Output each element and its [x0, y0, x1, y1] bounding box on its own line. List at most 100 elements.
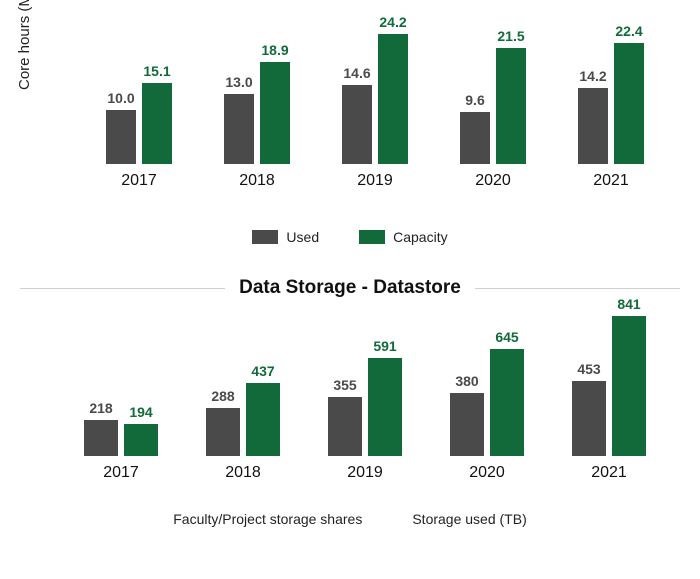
bar-pair: 9.6 21.5 [460, 24, 526, 164]
x-category-label: 2020 [469, 464, 505, 482]
legend-label: Storage used (TB) [412, 511, 526, 527]
bar-wrap: 21.5 [496, 28, 526, 164]
bar-pair: 355 591 [328, 306, 402, 456]
swatch-icon [252, 230, 278, 244]
bar-wrap: 9.6 [460, 92, 490, 164]
bar-value-label: 18.9 [261, 42, 288, 58]
bar-wrap: 18.9 [260, 42, 290, 164]
legend-item-capacity: Capacity [359, 229, 447, 245]
x-category-label: 2017 [121, 172, 157, 190]
bar-group: 218 194 2017 [60, 306, 182, 482]
bar-value-label: 380 [455, 373, 478, 389]
bar-value-label: 841 [617, 296, 640, 312]
bar [614, 43, 644, 164]
bar [578, 88, 608, 164]
bar-wrap: 194 [124, 404, 158, 456]
bar [124, 424, 158, 456]
bar-value-label: 24.2 [379, 14, 406, 30]
x-category-label: 2018 [225, 464, 261, 482]
bar [246, 383, 280, 456]
bar [84, 420, 118, 456]
bar-pair: 453841 [572, 306, 646, 456]
bar-value-label: 21.5 [497, 28, 524, 44]
core-hours-chart: Core hours (M) 10.015.1201713.018.920181… [20, 10, 680, 245]
bar-wrap: 841 [612, 296, 646, 456]
page: Core hours (M) 10.015.1201713.018.920181… [0, 0, 700, 579]
bar-value-label: 14.2 [579, 68, 606, 84]
x-category-label: 2019 [357, 172, 393, 190]
swatch-icon [359, 230, 385, 244]
x-category-label: 2019 [347, 464, 383, 482]
bar [328, 397, 362, 456]
bar-value-label: 15.1 [143, 63, 170, 79]
bar-pair: 14.222.4 [578, 24, 644, 164]
bar-pair: 10.0 15.1 [106, 24, 172, 164]
top-plot-area: 10.015.1201713.018.9201814.624.220199.62… [80, 30, 670, 190]
bar-wrap: 15.1 [142, 63, 172, 164]
bar [260, 62, 290, 164]
legend-label: Faculty/Project storage shares [173, 511, 362, 527]
bar [142, 83, 172, 164]
bar-wrap: 453 [572, 361, 606, 457]
legend-label: Used [286, 229, 319, 245]
bar-group: 288 437 2018 [182, 306, 304, 482]
bar-wrap: 645 [490, 329, 524, 457]
bar-wrap: 591 [368, 338, 402, 457]
bar-wrap: 355 [328, 377, 362, 456]
bar [224, 94, 254, 164]
x-category-label: 2017 [103, 464, 139, 482]
section-title: Data Storage - Datastore [225, 277, 475, 299]
section-title-row: Data Storage - Datastore [20, 277, 680, 299]
bar-pair: 288 437 [206, 306, 280, 456]
legend-item-shares: Faculty/Project storage shares [173, 511, 362, 527]
bar-value-label: 218 [89, 400, 112, 416]
bar-group: 13.0 18.9 2018 [198, 24, 316, 190]
x-category-label: 2020 [475, 172, 511, 190]
bar [106, 110, 136, 164]
bar-value-label: 437 [251, 363, 274, 379]
bar-value-label: 10.0 [107, 90, 134, 106]
x-category-label: 2018 [239, 172, 275, 190]
bar-value-label: 14.6 [343, 65, 370, 81]
bar-value-label: 13.0 [225, 74, 252, 90]
top-legend: Used Capacity [20, 229, 680, 245]
rule-right [475, 288, 680, 289]
bar-value-label: 288 [211, 388, 234, 404]
bar-wrap: 437 [246, 363, 280, 456]
bar-group: 9.6 21.5 2020 [434, 24, 552, 190]
bar-group: 10.0 15.1 2017 [80, 24, 198, 190]
bar-value-label: 355 [333, 377, 356, 393]
bar [206, 408, 240, 456]
legend-label: Capacity [393, 229, 447, 245]
bar-group: 14.624.2 2019 [316, 24, 434, 190]
bar-wrap: 218 [84, 400, 118, 456]
legend-item-storage: Storage used (TB) [412, 511, 526, 527]
bar [612, 316, 646, 456]
bar-pair: 218 194 [84, 306, 158, 456]
bar [368, 358, 402, 457]
bar-value-label: 591 [373, 338, 396, 354]
bar-value-label: 194 [129, 404, 152, 420]
bar-wrap: 380 [450, 373, 484, 456]
bar-group: 380 645 2020 [426, 306, 548, 482]
bar-value-label: 9.6 [465, 92, 484, 108]
bar [450, 393, 484, 456]
bar-wrap: 10.0 [106, 90, 136, 164]
bar-pair: 13.0 18.9 [224, 24, 290, 164]
bar-wrap: 14.6 [342, 65, 372, 164]
rule-left [20, 288, 225, 289]
bar [378, 34, 408, 164]
bar-group: 355 591 2019 [304, 306, 426, 482]
bar [496, 48, 526, 164]
data-storage-chart: 218 194 2017 288 437 2018 355 591 2019 380 645 2020… [20, 307, 680, 527]
x-category-label: 2021 [593, 172, 629, 190]
bar [572, 381, 606, 457]
y-axis-label: Core hours (M) [16, 0, 33, 90]
bar-value-label: 645 [495, 329, 518, 345]
bar-pair: 380 645 [450, 306, 524, 456]
legend-item-used: Used [252, 229, 319, 245]
bar [460, 112, 490, 164]
bar-wrap: 288 [206, 388, 240, 456]
bar-pair: 14.624.2 [342, 24, 408, 164]
bar-value-label: 453 [577, 361, 600, 377]
